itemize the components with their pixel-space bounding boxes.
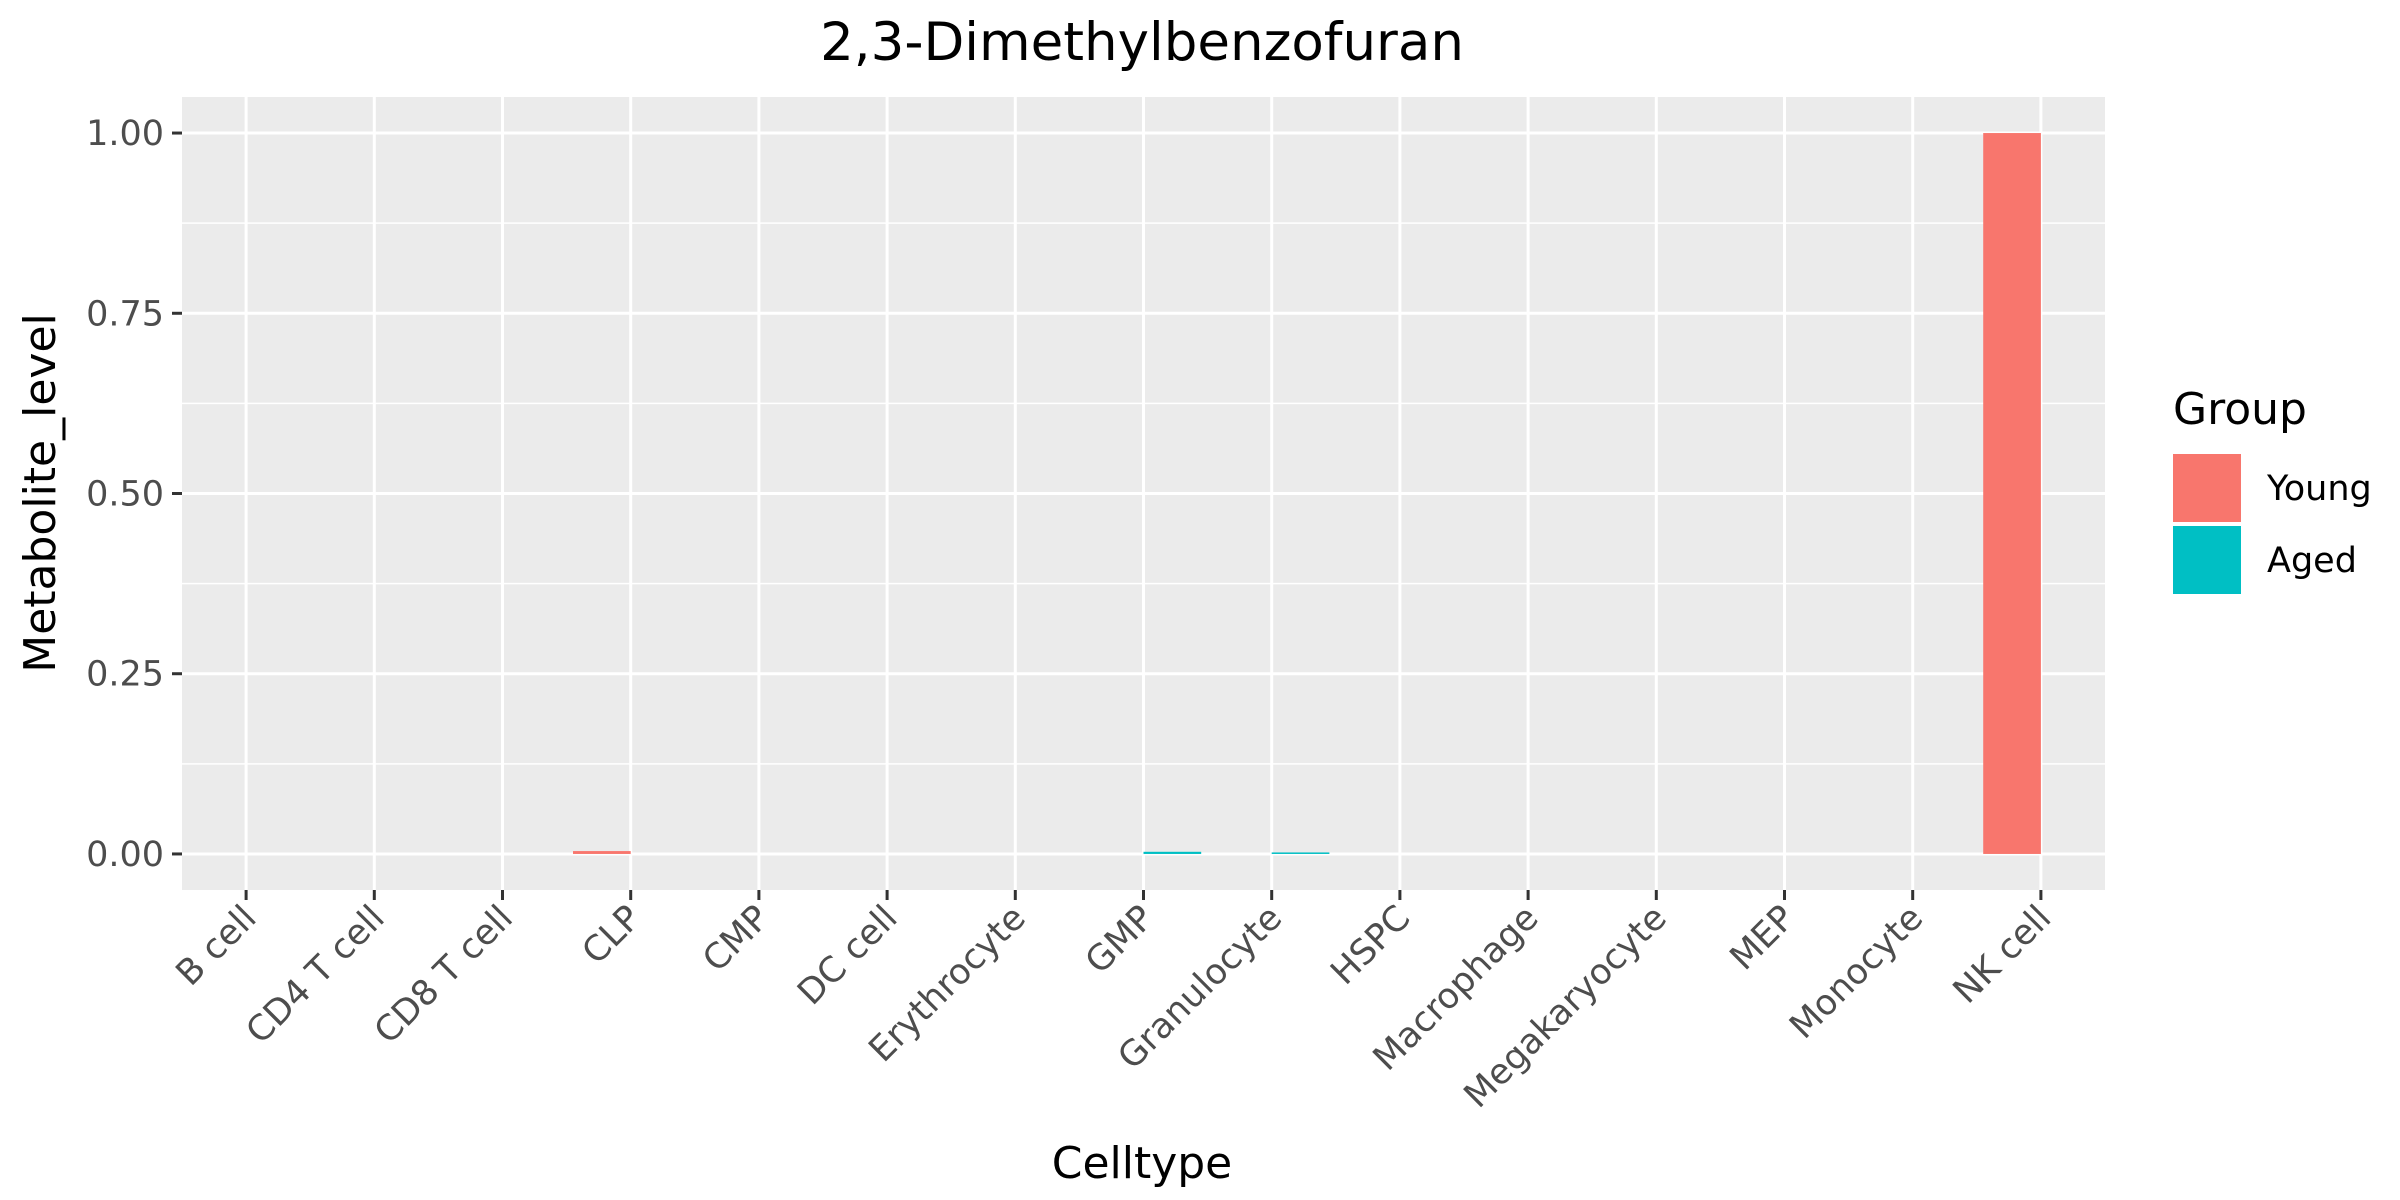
bar-young-nk-cell <box>1983 133 2041 854</box>
bars <box>573 133 2041 854</box>
y-axis-title: Metabolite_level <box>15 313 66 673</box>
chart-title: 2,3-Dimethylbenzofuran <box>820 12 1464 73</box>
x-tick-label: B cell <box>169 898 265 994</box>
x-tick-label: CD4 T cell <box>239 898 393 1052</box>
x-tick-label: NK cell <box>1946 898 2059 1011</box>
y-tick-label: 0.75 <box>86 294 164 334</box>
y-tick-label: 0.00 <box>86 835 164 875</box>
legend-label-aged: Aged <box>2267 541 2357 581</box>
x-tick-label: CMP <box>695 898 777 980</box>
bar-aged-gmp <box>1143 851 1202 854</box>
x-tick-label: HSPC <box>1323 898 1418 993</box>
y-tick-label: 0.50 <box>86 475 164 515</box>
y-tick-label: 0.25 <box>86 655 164 695</box>
legend-title: Group <box>2173 384 2307 435</box>
y-axis: 0.00 0.25 0.50 0.75 1.00 <box>86 114 182 875</box>
legend: Group Young Aged <box>2173 384 2372 594</box>
x-tick-label: DC cell <box>790 898 905 1013</box>
x-tick-label: MEP <box>1723 898 1803 978</box>
x-tick-label: CLP <box>575 898 649 972</box>
y-tick-label: 1.00 <box>86 114 164 154</box>
x-tick-label: GMP <box>1078 898 1162 982</box>
bar-aged-granulocyte <box>1271 852 1330 854</box>
x-axis-title: Celltype <box>1052 1138 1233 1189</box>
legend-key-aged <box>2173 526 2241 594</box>
bar-young-clp <box>573 851 631 854</box>
grid-major <box>182 97 2105 890</box>
legend-key-young <box>2173 454 2241 522</box>
x-tick-label: CD8 T cell <box>367 898 521 1052</box>
x-tick-label: Monocyte <box>1782 898 1931 1047</box>
legend-label-young: Young <box>2266 469 2372 509</box>
